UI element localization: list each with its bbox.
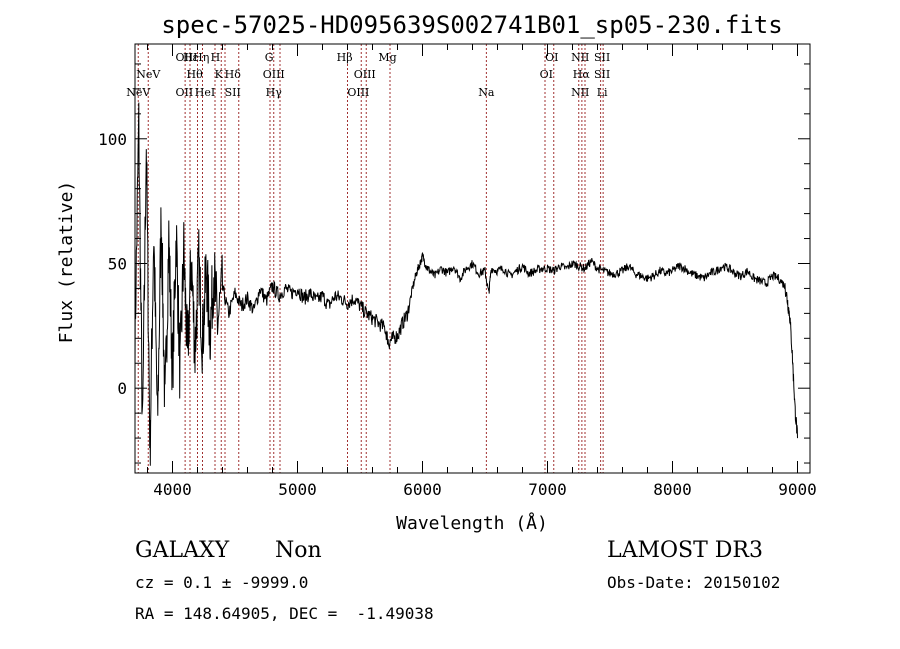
emission-line-label: Hα (573, 68, 591, 81)
emission-line-label: OII (176, 86, 194, 99)
emission-line-label: NII (571, 51, 589, 64)
emission-line-label: G (265, 51, 274, 64)
emission-line-label: NII (571, 86, 589, 99)
emission-line-label: NeV (136, 68, 161, 81)
y-axis-label: Flux (relative) (56, 181, 77, 344)
observation-date: Obs-Date: 20150102 (607, 573, 781, 592)
emission-line-label: OIII (347, 86, 369, 99)
y-tick-label: 0 (117, 379, 127, 398)
x-axis-ticks: 4000 5000 6000 7000 8000 9000 (147, 44, 817, 499)
plot-frame (134, 43, 811, 474)
x-tick-label: 4000 (153, 480, 192, 499)
x-axis-label: Wavelength (Å) (396, 512, 548, 534)
emission-line-label: HeI (195, 86, 215, 99)
x-tick-label: 7000 (528, 480, 567, 499)
y-tick-label: 100 (98, 130, 127, 149)
object-class: GALAXY (135, 538, 230, 563)
x-tick-label: 8000 (653, 480, 692, 499)
coordinates-readout: RA = 148.64905, DEC = -1.49038 (135, 604, 434, 623)
emission-line-label: OIII (263, 68, 285, 81)
emission-line-label: Hθ (187, 68, 204, 81)
emission-line-label: Hη (193, 51, 209, 64)
emission-line-markers (137, 44, 604, 473)
emission-line-label: NeV (126, 86, 151, 99)
emission-line-label: Hγ (266, 86, 283, 99)
x-tick-label: 6000 (403, 480, 442, 499)
emission-line-label: SII (225, 86, 241, 99)
x-tick-label: 5000 (278, 480, 317, 499)
spectrum-line (134, 102, 798, 466)
redshift-readout: cz = 0.1 ± -9999.0 (135, 573, 309, 592)
emission-line-label: Na (478, 86, 495, 99)
x-tick-label: 9000 (778, 480, 817, 499)
spectrum-plot (134, 102, 798, 466)
emission-line-label: OII (176, 51, 194, 64)
chart-title: spec-57025-HD095639S002741B01_sp05-230.f… (161, 11, 782, 39)
emission-line-label: OI (545, 51, 558, 64)
y-tick-label: 50 (108, 254, 127, 273)
emission-line-label: Mg (378, 51, 396, 64)
survey-name: LAMOST DR3 (607, 538, 763, 563)
emission-line-label: OI (540, 68, 553, 81)
emission-line-label: Li (597, 86, 608, 99)
emission-line-label: K (215, 68, 224, 81)
emission-line-label: OIII (354, 68, 376, 81)
emission-line-label: SII (594, 51, 610, 64)
y-axis-ticks: 0 50 100 (98, 63, 810, 464)
emission-line-label: Hε (183, 51, 199, 64)
emission-line-label: Hδ (225, 68, 242, 81)
object-subclass: Non (275, 538, 322, 563)
emission-line-label: Hβ (337, 51, 353, 64)
emission-line-label: SII (594, 68, 610, 81)
emission-line-label: H (211, 51, 221, 64)
